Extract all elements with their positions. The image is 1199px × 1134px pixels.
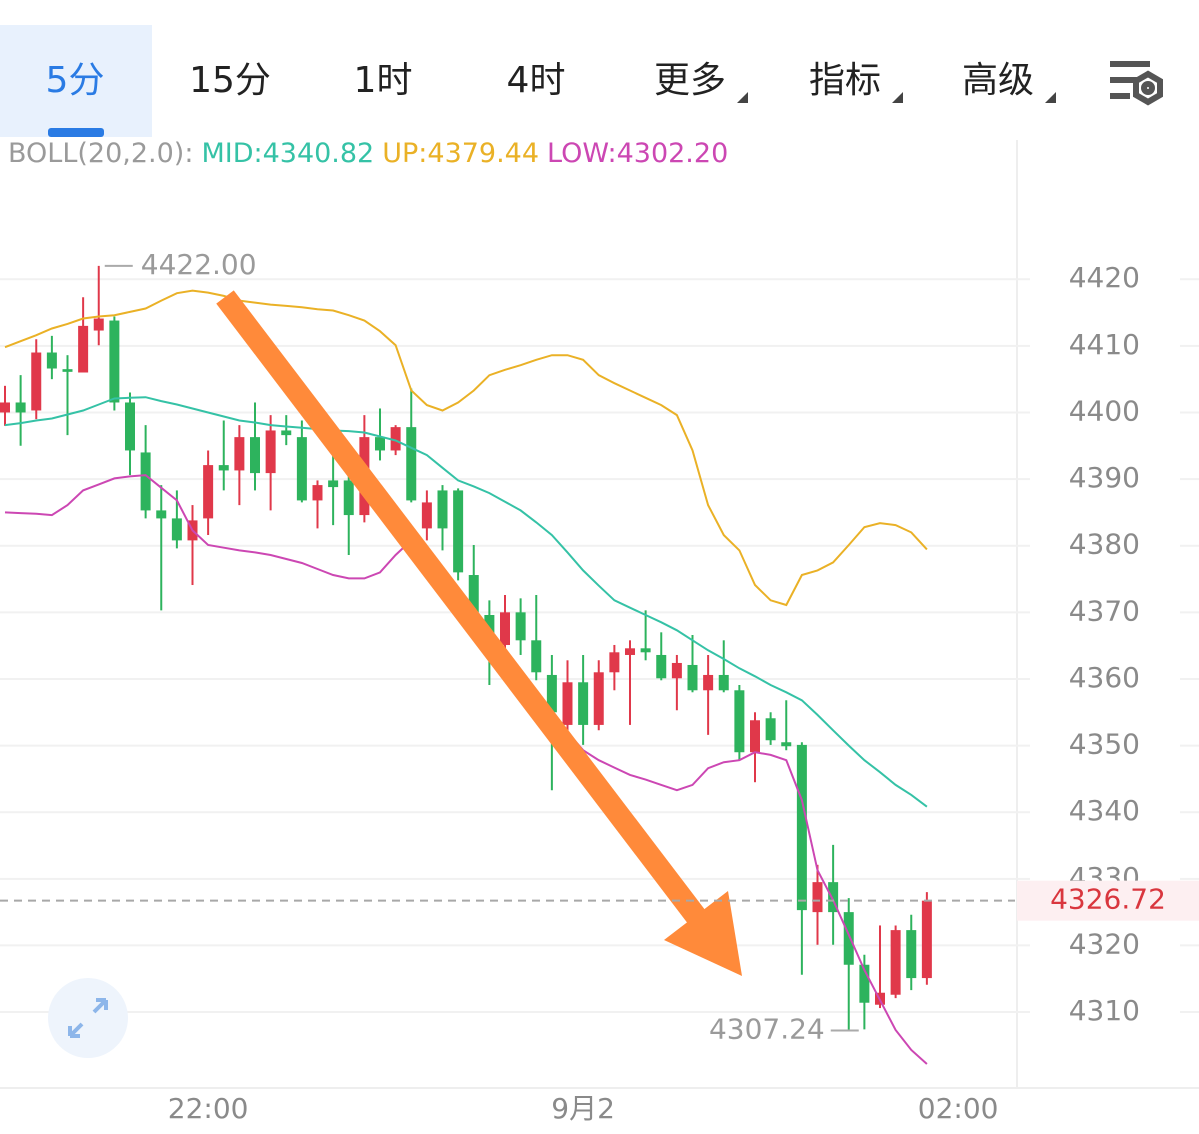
x-tick-label: 9月2: [551, 1092, 615, 1125]
last-price-label: 4326.72: [1050, 883, 1166, 916]
candle-body: [734, 690, 745, 753]
tab[interactable]: 4时: [507, 60, 566, 101]
candle-body: [140, 452, 151, 511]
y-tick-label: 4390: [1069, 461, 1140, 494]
indicator-name: BOLL(20,2.0):: [8, 138, 194, 169]
candle-body: [515, 612, 526, 641]
candle-body: [390, 427, 401, 451]
candle-body: [453, 490, 464, 573]
candle-body: [718, 674, 729, 691]
candle-body: [843, 912, 854, 965]
indicator-header: BOLL(20,2.0): MID:4340.82 UP:4379.44 LOW:4…: [8, 138, 728, 169]
candle-body: [421, 502, 432, 529]
candle-body: [265, 430, 276, 474]
candle-body: [125, 402, 135, 451]
tab[interactable]: 5分: [46, 60, 105, 101]
candle-body: [859, 964, 870, 1003]
candle-body: [156, 510, 167, 519]
candle-body: [218, 465, 229, 471]
candle-body: [531, 640, 542, 673]
y-tick-label: 4410: [1069, 328, 1140, 361]
candle-body: [562, 682, 573, 725]
bollinger-line: [4, 474, 928, 1065]
candle-body: [687, 664, 698, 691]
tab[interactable]: 1时: [354, 60, 413, 101]
y-tick-label: 4400: [1069, 394, 1140, 427]
candle-body: [171, 518, 182, 541]
y-tick-label: 4360: [1069, 661, 1140, 694]
candle-body: [500, 612, 510, 645]
candle-body: [328, 480, 339, 488]
bollinger-line: [4, 396, 928, 808]
indicator-value: LOW:4302.20: [547, 138, 729, 169]
candle-body: [906, 930, 917, 979]
candle-body: [312, 485, 323, 501]
candle-body: [890, 930, 901, 995]
candle-body: [703, 674, 714, 691]
candle-body: [656, 654, 667, 679]
active-tab-bg: [0, 25, 152, 137]
candle-body: [921, 900, 932, 979]
candle-body: [546, 674, 557, 713]
y-tick-label: 4350: [1069, 728, 1140, 761]
dropdown-caret: [1045, 92, 1056, 103]
y-tick-label: 4380: [1069, 528, 1140, 561]
candle-body: [609, 652, 620, 673]
expand-button[interactable]: [48, 978, 128, 1058]
candle-body: [15, 402, 26, 413]
candle-body: [250, 437, 260, 474]
indicator-value: UP:4379.44: [382, 138, 540, 169]
candle-body: [78, 325, 89, 373]
dropdown-caret: [892, 92, 903, 103]
candle-body: [593, 672, 604, 725]
candle-body: [812, 882, 823, 913]
tab[interactable]: 更多: [654, 60, 726, 101]
x-tick-label: 02:00: [918, 1092, 999, 1125]
candle-body: [62, 369, 73, 372]
candle-body: [343, 480, 354, 516]
x-tick-label: 22:00: [168, 1092, 249, 1125]
candle-body: [234, 437, 245, 471]
last-price-box: [1017, 880, 1199, 921]
candle-body: [781, 742, 792, 747]
candle-body: [281, 430, 292, 436]
candle-body: [93, 318, 104, 331]
y-tick-label: 4310: [1069, 994, 1140, 1027]
tab[interactable]: 高级: [962, 60, 1034, 101]
bollinger-line: [4, 289, 928, 607]
candle-body: [671, 662, 682, 679]
candle-body: [31, 352, 42, 411]
candle-body: [468, 575, 479, 613]
y-tick-label: 4340: [1069, 794, 1140, 827]
candle-body: [203, 465, 214, 519]
candle-body: [296, 437, 307, 501]
max-annotation: 4422.00: [141, 248, 257, 281]
y-tick-label: 4320: [1069, 927, 1140, 960]
candle-body: [46, 352, 57, 369]
y-tick-label: 4370: [1069, 594, 1140, 627]
candle-body: [640, 648, 651, 653]
min-annotation: 4307.24: [709, 1012, 825, 1045]
y-tick-label: 4420: [1069, 261, 1140, 294]
candle-body: [828, 882, 839, 913]
candle-body: [375, 437, 385, 451]
active-tab-indicator: [48, 128, 104, 137]
tab[interactable]: 指标: [809, 60, 881, 101]
settings-icon[interactable]: [1110, 61, 1163, 106]
candle-body: [750, 720, 760, 753]
candle-body: [437, 490, 448, 529]
candle-body: [109, 320, 120, 403]
candle-body: [578, 682, 589, 725]
indicator-value: MID:4340.82: [201, 138, 375, 169]
candle-body: [406, 427, 417, 501]
trend-arrow: [216, 290, 742, 976]
candle-body: [765, 718, 776, 741]
candle-body: [625, 648, 635, 655]
dropdown-caret: [737, 92, 748, 103]
candle-body: [0, 402, 10, 413]
candle-body: [796, 744, 807, 911]
tab[interactable]: 15分: [189, 60, 271, 101]
